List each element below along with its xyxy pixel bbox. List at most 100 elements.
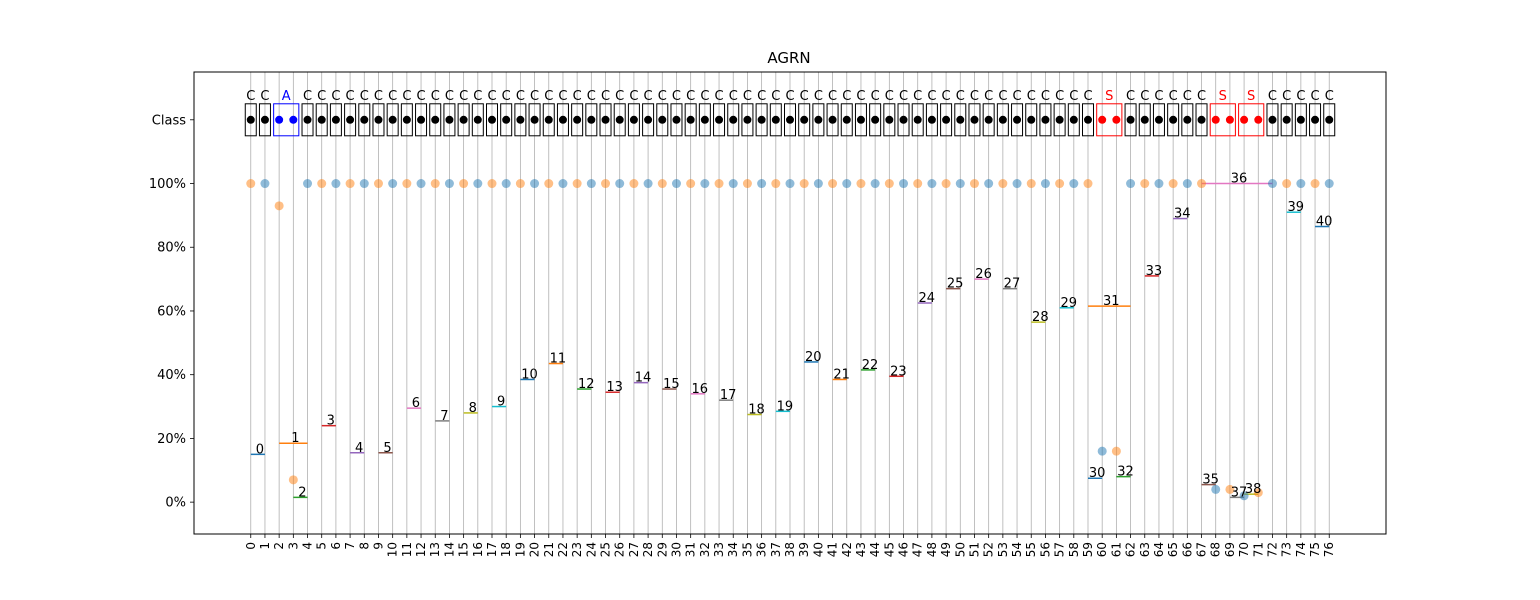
class-label: C (686, 89, 695, 104)
class-dot (800, 115, 809, 124)
class-box (571, 103, 584, 137)
data-point (402, 179, 412, 189)
data-point (1310, 179, 1320, 189)
data-point (416, 179, 426, 189)
data-point (359, 179, 369, 189)
data-point (1083, 179, 1093, 189)
x-tick-label: 73 (1280, 542, 1294, 557)
class-label: C (1169, 89, 1178, 104)
x-tick-label: 22 (556, 542, 570, 557)
class-dot (289, 115, 298, 124)
data-point (1239, 491, 1249, 501)
class-dot (1169, 115, 1178, 124)
data-point (714, 179, 724, 189)
data-point (288, 475, 298, 485)
class-label: C (1069, 89, 1078, 104)
class-label: C (1197, 89, 1206, 104)
x-tick-label: 30 (669, 542, 683, 557)
class-label: C (871, 89, 880, 104)
class-dot (814, 115, 823, 124)
class-dot (331, 115, 340, 124)
class-label: C (402, 89, 411, 104)
data-point (742, 179, 752, 189)
class-box (301, 103, 314, 137)
x-tick-label: 24 (584, 542, 598, 557)
x-tick-label: 34 (726, 542, 740, 557)
class-dot (956, 115, 965, 124)
segment-label: 12 (578, 377, 595, 392)
class-label: C (573, 89, 582, 104)
data-point (913, 179, 923, 189)
data-point (927, 179, 937, 189)
segment-label: 39 (1287, 200, 1304, 215)
data-point (388, 179, 398, 189)
x-tick-label: 23 (570, 542, 584, 557)
class-box (1025, 103, 1038, 137)
class-dot (984, 115, 993, 124)
data-point (1225, 484, 1235, 494)
data-point (601, 179, 611, 189)
data-point (1211, 484, 1221, 494)
x-tick-label: 67 (1195, 542, 1209, 557)
data-point (1182, 179, 1192, 189)
data-point (246, 179, 256, 189)
class-box (1138, 103, 1151, 137)
data-point (459, 179, 469, 189)
y-tick-label: 80% (157, 241, 186, 256)
data-point (1140, 179, 1150, 189)
data-point (984, 179, 994, 189)
segment-label: 21 (833, 367, 850, 382)
data-point (586, 179, 596, 189)
x-tick-label: 39 (797, 542, 811, 557)
class-box (400, 103, 413, 137)
x-tick-label: 52 (982, 542, 996, 557)
segment-label: 27 (1004, 277, 1021, 292)
data-point (1267, 179, 1277, 189)
data-point (345, 179, 355, 189)
class-dot (346, 115, 355, 124)
class-dot (1225, 115, 1234, 124)
class-box (869, 103, 882, 137)
segment-label: 10 (521, 367, 538, 382)
segment-label: 29 (1060, 296, 1077, 311)
class-dot (927, 115, 936, 124)
class-dot (1268, 115, 1277, 124)
class-label: C (1183, 89, 1192, 104)
class-box (1067, 103, 1080, 137)
data-point (1111, 446, 1121, 456)
x-tick-label: 50 (953, 542, 967, 557)
class-box (713, 103, 726, 137)
segment-label: 5 (383, 441, 391, 456)
x-tick-label: 12 (414, 542, 428, 557)
segment-label: 33 (1146, 264, 1163, 279)
class-box (1152, 103, 1165, 137)
y-tick-label: 60% (157, 304, 186, 319)
class-label: C (942, 89, 951, 104)
class-box (656, 103, 669, 137)
segment-label: 7 (440, 409, 448, 424)
class-label: C (544, 89, 553, 104)
x-tick-label: 20 (528, 542, 542, 557)
y-tick-label: 100% (149, 177, 186, 192)
x-tick-label: 48 (925, 542, 939, 557)
class-dot (658, 115, 667, 124)
class-box (244, 103, 257, 137)
data-points (246, 179, 1334, 501)
class-label: C (800, 89, 809, 104)
class-label: C (1126, 89, 1135, 104)
data-point (657, 179, 667, 189)
class-dot (913, 115, 922, 124)
class-box (1096, 103, 1123, 137)
class-box (784, 103, 796, 137)
class-label: C (360, 89, 369, 104)
x-tick-label: 1 (258, 542, 272, 550)
class-label: C (303, 89, 312, 104)
x-tick-label: 33 (712, 542, 726, 557)
class-dot (1325, 115, 1334, 124)
class-label: C (615, 89, 624, 104)
data-point (530, 179, 540, 189)
x-tick-label: 28 (641, 542, 655, 557)
axes: 0 1 2 3 4 5 6 7 8 9 10 11 12 13 14 15 16 17 18 19 20 21 22 23 24… (149, 113, 1336, 557)
segment-label: 8 (469, 401, 477, 416)
